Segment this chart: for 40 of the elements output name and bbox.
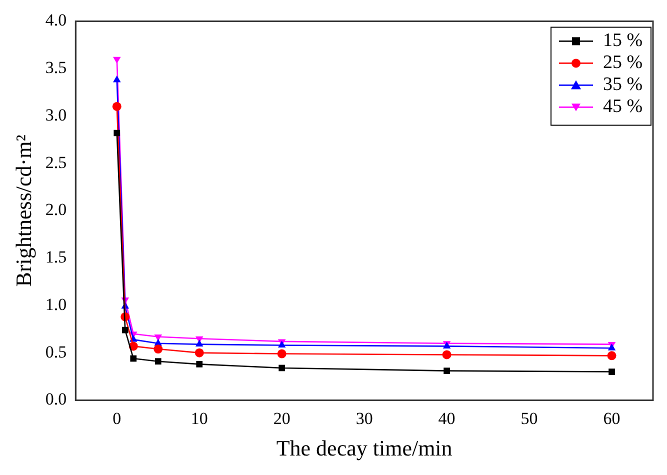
y-tick-label: 2.0 [45, 200, 67, 220]
x-tick-label: 30 [356, 408, 373, 428]
y-tick-label: 4.0 [45, 10, 67, 30]
y-axis-title: Brightness/cd·m² [10, 134, 36, 287]
y-tick-label: 3.5 [45, 58, 67, 78]
x-tick-label: 60 [603, 408, 620, 428]
point [278, 364, 286, 372]
x-tick-label: 50 [520, 408, 538, 428]
y-tick-label: 1.0 [45, 294, 67, 314]
x-tick-label: 40 [438, 408, 456, 428]
point [122, 326, 128, 334]
legend-label: 35 % [603, 74, 643, 96]
point [112, 75, 121, 82]
point [195, 340, 204, 347]
x-axis-title: The decay time/min [276, 436, 452, 461]
x-tick-label: 0 [112, 408, 122, 428]
legend-label: 25 % [603, 52, 643, 74]
y-tick-label: 0.0 [45, 390, 67, 409]
point [154, 344, 163, 354]
x-tick-label: 20 [273, 408, 290, 428]
point [442, 350, 452, 360]
y-tick-label: 2.5 [45, 152, 67, 172]
point [130, 355, 137, 362]
legend-label: 15 % [603, 30, 643, 52]
point [112, 56, 121, 64]
point [154, 334, 162, 342]
x-tick-label: 10 [190, 408, 208, 428]
y-tick-label: 0.5 [45, 342, 67, 362]
point [154, 358, 162, 365]
point [444, 368, 450, 374]
legend-label: 45 % [603, 96, 643, 118]
point [112, 102, 122, 111]
point [114, 130, 120, 136]
point [607, 351, 616, 360]
point [608, 368, 615, 375]
point [196, 361, 203, 368]
point [277, 349, 286, 358]
point [194, 348, 204, 358]
y-tick-label: 1.5 [45, 248, 67, 267]
y-tick-label: 3.0 [45, 105, 67, 124]
